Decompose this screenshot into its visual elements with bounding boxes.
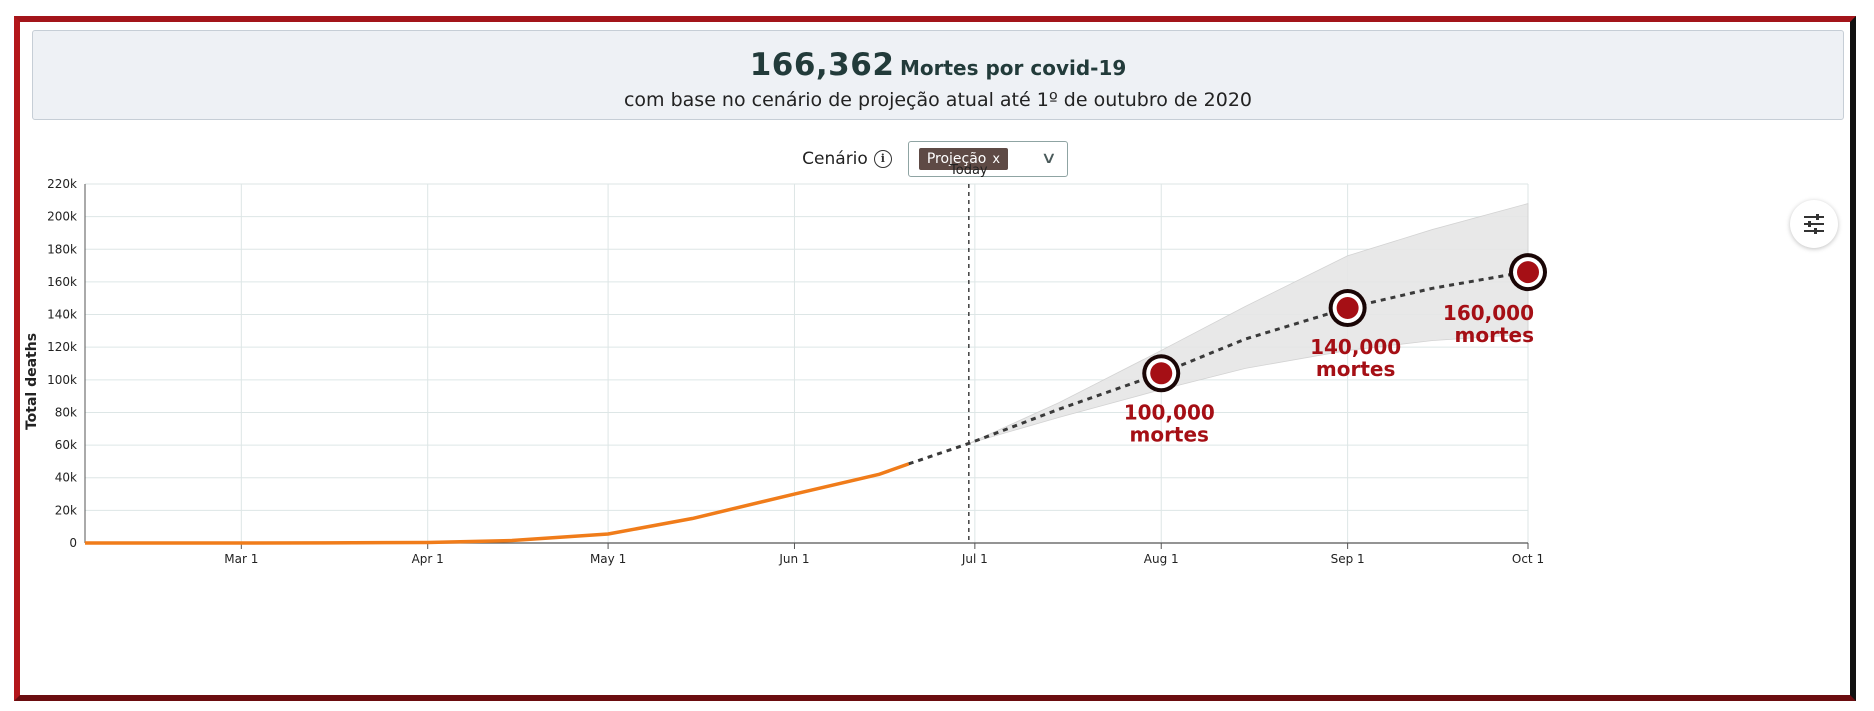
milestone-dot	[1517, 261, 1539, 284]
y-tick-label: 140k	[47, 308, 77, 322]
y-tick-label: 60k	[55, 438, 77, 452]
scenario-select[interactable]: Projeção x ∨	[907, 141, 1068, 177]
x-tick-label: Mar 1	[224, 552, 258, 566]
x-tick-label: Sep 1	[1331, 552, 1365, 566]
milestone-label: 100,000	[1124, 400, 1215, 424]
x-tick-label: Oct 1	[1512, 552, 1544, 566]
x-tick-label: Aug 1	[1144, 552, 1179, 566]
chip-remove-icon[interactable]: x	[992, 151, 1001, 167]
chart-frame: 166,362 Mortes por covid-19 com base no …	[14, 16, 1856, 701]
observed-deaths-line	[85, 462, 910, 545]
today-label: Today	[949, 163, 988, 178]
info-circle-icon[interactable]: i	[873, 150, 892, 168]
y-tick-label: 180k	[47, 242, 77, 256]
milestone-label: 140,000	[1310, 335, 1401, 359]
y-tick-label: 200k	[47, 210, 77, 224]
sliders-icon	[1804, 214, 1824, 234]
scenario-selector-row: Cenário i Projeção x ∨	[20, 139, 1850, 179]
x-tick-label: Jun 1	[778, 552, 809, 566]
y-tick-label: 160k	[47, 275, 77, 289]
total-deaths-label: Mortes por covid-19	[899, 56, 1127, 80]
y-tick-label: 0	[69, 536, 77, 550]
scenario-chip[interactable]: Projeção x	[918, 148, 1009, 170]
y-tick-label: 100k	[47, 373, 77, 387]
milestone-dot	[1150, 362, 1173, 385]
summary-header: 166,362 Mortes por covid-19 com base no …	[32, 30, 1844, 120]
y-tick-label: 220k	[47, 177, 77, 191]
headline: 166,362 Mortes por covid-19	[33, 47, 1843, 83]
milestone-label: mortes	[1455, 323, 1534, 347]
deaths-chart: 0 20k 40k 60k 80k 100k 120k 140k 160k 180k 200k 220…	[24, 163, 1547, 566]
y-tick-label: 120k	[47, 340, 77, 354]
x-tick-label: Apr 1	[412, 552, 444, 566]
y-tick-label: 80k	[55, 405, 77, 419]
settings-button[interactable]	[1790, 200, 1838, 248]
milestone-label: mortes	[1316, 357, 1395, 381]
chevron-down-icon[interactable]: ∨	[1040, 148, 1058, 167]
projected-deaths-line	[908, 270, 1529, 466]
scenario-label: Cenário	[802, 149, 868, 169]
y-tick-label: 40k	[55, 471, 77, 485]
milestone-label: 160,000	[1443, 301, 1534, 325]
x-tick-label: May 1	[590, 552, 626, 566]
scenario-chip-label: Projeção	[926, 151, 987, 167]
total-deaths-number: 166,362	[749, 47, 895, 83]
y-axis-title: Total deaths	[24, 333, 40, 430]
milestone-dot	[1336, 297, 1359, 320]
header-subtitle: com base no cenário de projeção atual at…	[623, 89, 1253, 111]
y-tick-label: 20k	[55, 503, 77, 517]
milestone-label: mortes	[1129, 422, 1208, 446]
x-tick-label: Jul 1	[961, 552, 988, 566]
